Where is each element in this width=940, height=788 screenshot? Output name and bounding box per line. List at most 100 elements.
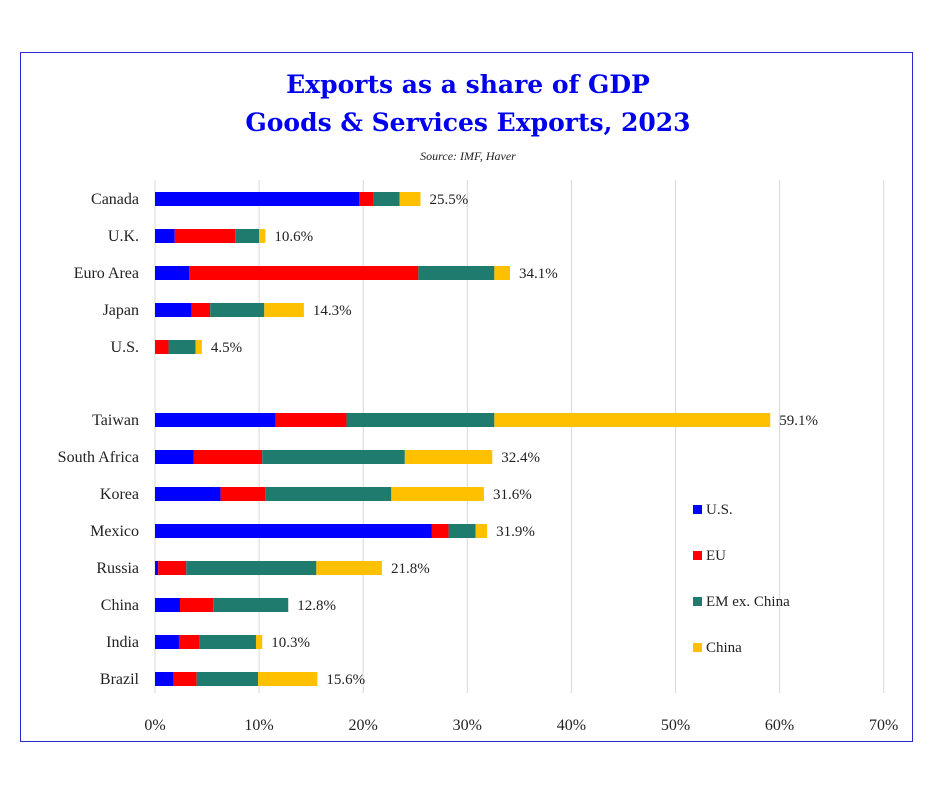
data-label: 21.8% (391, 561, 430, 577)
bar-segment (258, 672, 318, 686)
bar-segment (213, 598, 289, 612)
bar-segment (265, 487, 392, 501)
bar-segment (155, 635, 179, 649)
bar-segment (173, 672, 197, 686)
bar-segment (155, 672, 174, 686)
bar-segment (264, 303, 304, 317)
bar-segment (179, 598, 214, 612)
labels-layer: 0% 10% 20% 30% 40% 50% 60% 70% Canada 25.5% U.K. 10… (58, 191, 899, 734)
bar-segment (346, 413, 495, 427)
x-tick-label: 60% (765, 717, 794, 734)
bar-segment (404, 450, 493, 464)
category-label: Japan (103, 302, 139, 319)
x-tick-label: 20% (349, 717, 378, 734)
data-label: 4.5% (211, 340, 242, 356)
bar-segment (174, 229, 236, 243)
x-tick-label: 0% (144, 717, 165, 734)
legend: U.S. EU EM ex. China China (693, 502, 790, 656)
category-label: U.K. (108, 228, 139, 245)
data-label: 12.8% (297, 598, 336, 614)
legend-label: EM ex. China (706, 594, 790, 610)
category-label: Russia (96, 560, 139, 577)
bar-segment (191, 303, 211, 317)
chart-title-line1: Exports as a share of GDP (286, 70, 650, 99)
legend-swatch (693, 597, 702, 606)
bar-segment (399, 192, 421, 206)
bar-segment (155, 266, 190, 280)
bar-segment (220, 487, 266, 501)
bar-segment (195, 340, 202, 354)
data-label: 59.1% (779, 413, 818, 429)
data-label: 10.6% (274, 229, 313, 245)
bar-segment (494, 413, 771, 427)
bar-segment (255, 635, 263, 649)
x-tick-label: 30% (453, 717, 482, 734)
bar-segment (155, 487, 221, 501)
legend-label: EU (706, 548, 726, 564)
bar-segment (210, 303, 265, 317)
bar-segment (494, 266, 510, 280)
bar-segment (155, 303, 192, 317)
bar-segment (155, 229, 175, 243)
bar-segment (155, 598, 180, 612)
chart-source: Source: IMF, Haver (420, 149, 516, 163)
bar-segment (158, 561, 187, 575)
data-label: 31.9% (496, 524, 535, 540)
bars-layer (155, 192, 771, 686)
data-label: 15.6% (326, 672, 365, 688)
chart-svg: Exports as a share of GDP Goods & Servic… (58, 70, 899, 734)
bar-segment (155, 413, 276, 427)
x-tick-label: 50% (661, 717, 690, 734)
data-label: 31.6% (493, 487, 532, 503)
chart-frame: Exports as a share of GDP Goods & Servic… (20, 52, 913, 742)
bar-segment (186, 561, 317, 575)
category-label: China (101, 597, 139, 614)
data-label: 14.3% (313, 303, 352, 319)
bar-segment (196, 672, 259, 686)
x-tick-label: 40% (557, 717, 586, 734)
x-tick-label: 10% (244, 717, 273, 734)
category-label: Canada (91, 191, 139, 208)
category-label: Taiwan (92, 412, 139, 429)
bar-segment (359, 192, 374, 206)
data-label: 10.3% (271, 635, 310, 651)
data-label: 25.5% (429, 192, 468, 208)
bar-segment (189, 266, 419, 280)
x-tick-label: 70% (869, 717, 898, 734)
category-label: Korea (100, 486, 139, 503)
bar-segment (199, 635, 256, 649)
bar-segment (418, 266, 495, 280)
bar-segment (391, 487, 484, 501)
category-label: Mexico (90, 523, 139, 540)
grid-layer (154, 180, 885, 693)
bar-segment (168, 340, 196, 354)
bar-segment (262, 450, 405, 464)
data-label: 34.1% (519, 266, 558, 282)
bar-segment (475, 524, 488, 538)
legend-swatch (693, 551, 702, 560)
bar-segment (259, 229, 266, 243)
legend-swatch (693, 505, 702, 514)
legend-label: U.S. (706, 502, 733, 518)
bar-segment (155, 450, 194, 464)
bar-segment (235, 229, 260, 243)
legend-swatch (693, 643, 702, 652)
bar-segment (316, 561, 382, 575)
bar-segment (431, 524, 449, 538)
bar-segment (448, 524, 476, 538)
category-label: South Africa (58, 449, 139, 466)
data-label: 32.4% (501, 450, 540, 466)
category-label: Brazil (100, 671, 140, 688)
bar-segment (193, 450, 263, 464)
chart-title-line2: Goods & Services Exports, 2023 (245, 108, 690, 137)
bar-segment (155, 524, 432, 538)
bar-segment (178, 635, 200, 649)
bar-segment (373, 192, 400, 206)
category-label: U.S. (111, 339, 139, 356)
legend-label: China (706, 640, 742, 656)
category-label: Euro Area (74, 265, 139, 282)
bar-segment (155, 192, 360, 206)
bar-segment (275, 413, 347, 427)
category-label: India (106, 634, 139, 651)
bar-segment (155, 340, 169, 354)
